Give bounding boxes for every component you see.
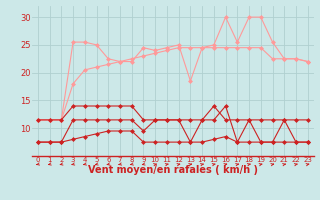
X-axis label: Vent moyen/en rafales ( km/h ): Vent moyen/en rafales ( km/h ) — [88, 165, 258, 175]
